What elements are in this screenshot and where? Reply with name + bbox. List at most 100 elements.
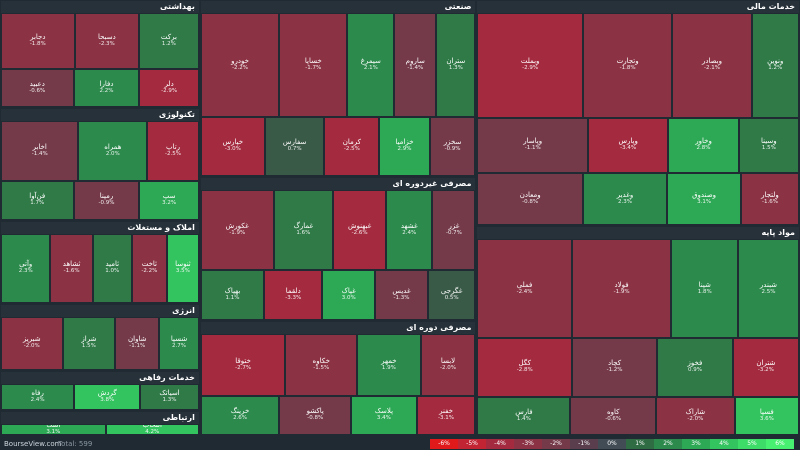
stock-tile[interactable]: پاکشو -0.8% bbox=[279, 395, 352, 435]
stock-tile[interactable]: خرینگ 2.6% bbox=[200, 395, 280, 435]
stock-tile[interactable]: غکورش -1.9% bbox=[200, 189, 274, 271]
stock-tile[interactable]: ثامید 1.0% bbox=[92, 233, 132, 303]
stock-change: -2.4% bbox=[516, 288, 533, 295]
stock-tile[interactable]: خودرو -2.2% bbox=[200, 13, 280, 117]
stock-tile[interactable]: فارس 1.4% bbox=[477, 396, 571, 435]
stock-tile[interactable]: فسپا 3.6% bbox=[734, 396, 799, 435]
stock-tile[interactable]: انتخاب 4.2% bbox=[105, 423, 199, 435]
stock-symbol: غشهد bbox=[400, 221, 418, 230]
stock-tile[interactable]: دجابر -1.8% bbox=[1, 13, 75, 69]
stock-tile[interactable]: ثاخت -2.2% bbox=[131, 233, 168, 303]
stock-tile[interactable]: رمپنا -0.9% bbox=[73, 180, 140, 220]
stock-symbol: فخوز bbox=[687, 359, 703, 368]
stock-tile[interactable]: شتران -3.2% bbox=[732, 338, 799, 397]
stock-tile[interactable]: اسک 3.1% bbox=[1, 423, 106, 435]
stock-change: 1.8% bbox=[697, 288, 712, 295]
stock-symbol: کچاد bbox=[608, 359, 622, 368]
stock-change: -0.9% bbox=[444, 146, 461, 153]
stock-tile[interactable]: کچاد -1.2% bbox=[572, 338, 658, 397]
stock-tile[interactable]: فملی -2.4% bbox=[477, 239, 572, 339]
stock-tile[interactable]: شاوان -1.1% bbox=[115, 317, 160, 370]
stock-tile[interactable]: بهپاک 1.1% bbox=[200, 270, 265, 321]
stock-tile[interactable]: اسیاتک 1.3% bbox=[140, 383, 199, 410]
stock-tile[interactable]: سیمرغ 2.1% bbox=[347, 13, 395, 117]
stock-tile[interactable]: غپاک 3.0% bbox=[322, 270, 376, 321]
stock-change: 1.7% bbox=[30, 200, 45, 207]
stock-tile[interactable]: خفنر -3.1% bbox=[416, 395, 476, 435]
stock-tile[interactable]: لابسا -2.0% bbox=[420, 334, 476, 396]
stock-tile[interactable]: اخابر -1.4% bbox=[1, 121, 79, 181]
stock-tile[interactable]: ستران 1.3% bbox=[436, 13, 476, 117]
stock-tile[interactable]: غشهد 2.4% bbox=[386, 189, 433, 271]
stock-tile[interactable]: وخاور 2.8% bbox=[668, 117, 739, 173]
stock-tile[interactable]: فن‌آوا 1.7% bbox=[1, 180, 74, 220]
stock-tile[interactable]: شاراک -2.0% bbox=[656, 396, 735, 435]
stock-tile[interactable]: شبندر 2.5% bbox=[738, 239, 799, 339]
stock-tile[interactable]: شبریز -2.0% bbox=[1, 317, 63, 370]
stock-symbol: رمپنا bbox=[99, 192, 114, 201]
stock-tile[interactable]: شسپا 2.7% bbox=[159, 317, 199, 370]
stock-symbol: وصندوق bbox=[692, 191, 717, 200]
stock-tile[interactable]: رفاه 2.4% bbox=[1, 383, 75, 410]
stock-tile[interactable]: ثنوسا 3.5% bbox=[167, 233, 199, 303]
stock-tile[interactable]: غزر -0.7% bbox=[432, 189, 476, 271]
stock-tile[interactable]: غمارگ 1.6% bbox=[273, 189, 334, 271]
stock-tile[interactable]: وتجارت -1.8% bbox=[582, 13, 673, 118]
stock-tile[interactable]: فخوز 0.9% bbox=[657, 338, 733, 397]
stock-symbol: اسک bbox=[46, 423, 61, 430]
stock-tile[interactable]: وبصادر -2.1% bbox=[672, 13, 752, 118]
stock-tile[interactable]: ونوین 1.2% bbox=[751, 13, 799, 118]
stock-tile[interactable]: خساپا -1.7% bbox=[279, 13, 348, 117]
stock-tile[interactable]: ولتجار -1.6% bbox=[741, 172, 799, 226]
stock-symbol: وغدیر bbox=[616, 191, 634, 200]
stock-tile[interactable]: وپارس -3.4% bbox=[587, 117, 669, 173]
stock-tile[interactable]: خکاوه -1.5% bbox=[285, 334, 358, 396]
stock-tile[interactable]: دلقما -3.3% bbox=[264, 270, 323, 321]
stock-tile[interactable]: دلر -2.9% bbox=[139, 68, 199, 108]
stock-symbol: شاراک bbox=[685, 407, 706, 416]
stock-tile[interactable]: غبهنوش -2.6% bbox=[333, 189, 387, 271]
stock-tile[interactable]: خپارس -3.0% bbox=[200, 116, 265, 176]
stock-tile[interactable]: کرمان -2.5% bbox=[324, 116, 380, 176]
stock-tile[interactable]: کگل -2.8% bbox=[477, 338, 573, 397]
stock-tile[interactable]: گردش 3.8% bbox=[74, 383, 141, 410]
stock-tile[interactable]: پلاسک 3.4% bbox=[351, 395, 417, 435]
stock-symbol: وسینا bbox=[761, 137, 777, 146]
stock-tile[interactable]: ختوقا -2.7% bbox=[200, 334, 286, 396]
stock-tile[interactable]: ومعادن -0.8% bbox=[477, 172, 583, 226]
legend-swatch: 4% bbox=[710, 439, 738, 449]
stock-change: -1.1% bbox=[129, 343, 146, 350]
stock-tile[interactable]: شپنا 1.8% bbox=[671, 239, 738, 339]
stock-symbol: شبندر bbox=[759, 280, 778, 289]
stock-tile[interactable]: وغدیر 2.3% bbox=[582, 172, 668, 226]
stock-tile[interactable]: برکت 1.2% bbox=[139, 13, 199, 69]
sector-title: خدمات مالی bbox=[746, 2, 795, 11]
sector-block: مواد پایه فملی -2.4% فولاد -1.9% شپنا 1.8% شبند… bbox=[476, 226, 800, 436]
stock-tile[interactable]: وصندوق 3.1% bbox=[667, 172, 741, 226]
stock-tile[interactable]: وسینا 1.5% bbox=[738, 117, 799, 173]
stock-tile[interactable]: رتاپ -2.5% bbox=[147, 121, 199, 181]
stock-tile[interactable]: وبملت -2.9% bbox=[477, 13, 583, 118]
stock-tile[interactable]: سخزر -0.9% bbox=[429, 116, 476, 176]
stock-tile[interactable]: دسبحا -2.3% bbox=[74, 13, 140, 69]
stock-tile[interactable]: شراز 1.5% bbox=[62, 317, 116, 370]
stock-symbol: سیمرغ bbox=[360, 56, 381, 65]
stock-tile[interactable]: سپ 3.2% bbox=[139, 180, 199, 220]
stock-tile[interactable]: سفارس 0.7% bbox=[264, 116, 325, 176]
stock-tile[interactable]: غدیس -1.3% bbox=[375, 270, 428, 321]
stock-tile[interactable]: وآتی 2.3% bbox=[1, 233, 51, 303]
stock-tile[interactable]: ساروم -1.4% bbox=[394, 13, 437, 117]
stock-tile[interactable]: فولاد -1.9% bbox=[571, 239, 672, 339]
stock-tile[interactable]: دعبید -0.6% bbox=[1, 68, 74, 108]
stock-tile[interactable]: ثشاهد -1.6% bbox=[50, 233, 93, 303]
stock-tile[interactable]: همراه 2.0% bbox=[78, 121, 148, 181]
stock-tile[interactable]: وپاسار -1.1% bbox=[477, 117, 588, 173]
stock-tile[interactable]: دفارا 2.2% bbox=[73, 68, 140, 108]
stock-tile[interactable]: غگرجی 0.5% bbox=[427, 270, 476, 321]
stock-tile[interactable]: خمهر 1.9% bbox=[357, 334, 421, 396]
stock-tile[interactable]: کاوه -0.6% bbox=[570, 396, 657, 435]
legend-swatch: 6% bbox=[766, 439, 794, 449]
footer: BourseView.com Total: 599 -6% -5% -4% -3% -2… bbox=[0, 436, 800, 450]
stock-symbol: شپنا bbox=[698, 280, 711, 289]
stock-tile[interactable]: خزامیا 2.9% bbox=[379, 116, 430, 176]
